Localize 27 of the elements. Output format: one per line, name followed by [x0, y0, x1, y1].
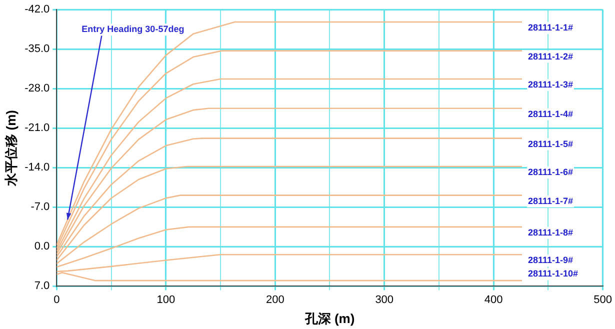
y-tick-label: -35.0	[24, 43, 50, 56]
x-tick-label: 200	[266, 294, 284, 306]
series-label: 28111-1-2#	[528, 51, 574, 62]
y-tick-label: -21.0	[24, 122, 50, 134]
x-axis-title: 孔深 (m)	[304, 310, 355, 326]
x-tick-label: 100	[156, 294, 176, 306]
series-label: 28111-1-9#	[528, 255, 574, 266]
series-label: 28111-1-8#	[528, 227, 574, 238]
y-tick-label: -14.0	[24, 162, 50, 174]
y-tick-label: 0.0	[34, 240, 50, 253]
series-label: 28111-1-3#	[528, 80, 574, 90]
series-label: 28111-1-4#	[528, 108, 574, 119]
series-label: 28111-1-7#	[528, 196, 574, 206]
y-tick-label: 7.0	[34, 280, 50, 292]
y-tick-label: -7.0	[30, 201, 50, 214]
series-label: 28111-1-10#	[528, 268, 578, 279]
annotation: Entry Heading 30-57deg	[82, 24, 184, 34]
y-tick-label: -28.0	[24, 82, 50, 95]
y-tick-label: -42.0	[24, 4, 50, 16]
series-label: 28111-1-5#	[528, 138, 574, 149]
x-tick-label: 300	[375, 294, 394, 306]
x-tick-label: 400	[484, 294, 503, 306]
x-tick-label: 500	[594, 294, 612, 306]
series-label: 28111-1-6#	[528, 167, 574, 178]
y-axis-title: 水平位移 (m)	[3, 110, 18, 187]
x-tick-label: 0	[54, 294, 60, 306]
series-label: 28111-1-1#	[528, 22, 574, 33]
